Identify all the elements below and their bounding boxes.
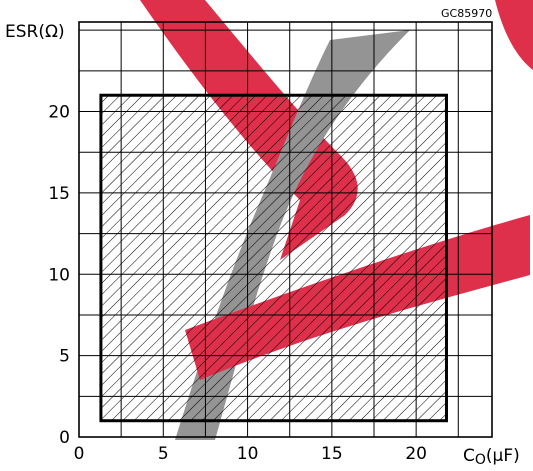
x-tick-label: 10 xyxy=(237,444,259,464)
x-axis-label-unit: (μF) xyxy=(486,446,520,466)
x-tick-label: 0 xyxy=(74,444,85,464)
y-tick-label: 10 xyxy=(48,265,70,285)
y-tick-label: 20 xyxy=(48,103,70,123)
y-tick-label: 15 xyxy=(48,184,70,204)
stable-region-hatched xyxy=(99,93,448,423)
x-axis-label-sub: O xyxy=(475,452,486,468)
plot-frame xyxy=(78,21,493,438)
y-tick-label: 0 xyxy=(59,428,70,448)
x-tick-labels: 0 5 10 15 20 xyxy=(74,444,427,464)
x-tick-label: 5 xyxy=(158,444,169,464)
figure-reference-code: GC85970 xyxy=(441,7,492,20)
watermark-red-corner xyxy=(495,0,533,70)
x-axis-label: CO(μF) xyxy=(463,446,520,468)
x-axis-label-main: C xyxy=(463,446,475,466)
y-tick-label: 5 xyxy=(59,347,70,367)
y-tick-labels: 0 5 10 15 20 xyxy=(48,103,70,448)
x-tick-label: 20 xyxy=(405,444,427,464)
y-axis-label: ESR(Ω) xyxy=(5,22,65,42)
x-tick-label: 15 xyxy=(321,444,343,464)
